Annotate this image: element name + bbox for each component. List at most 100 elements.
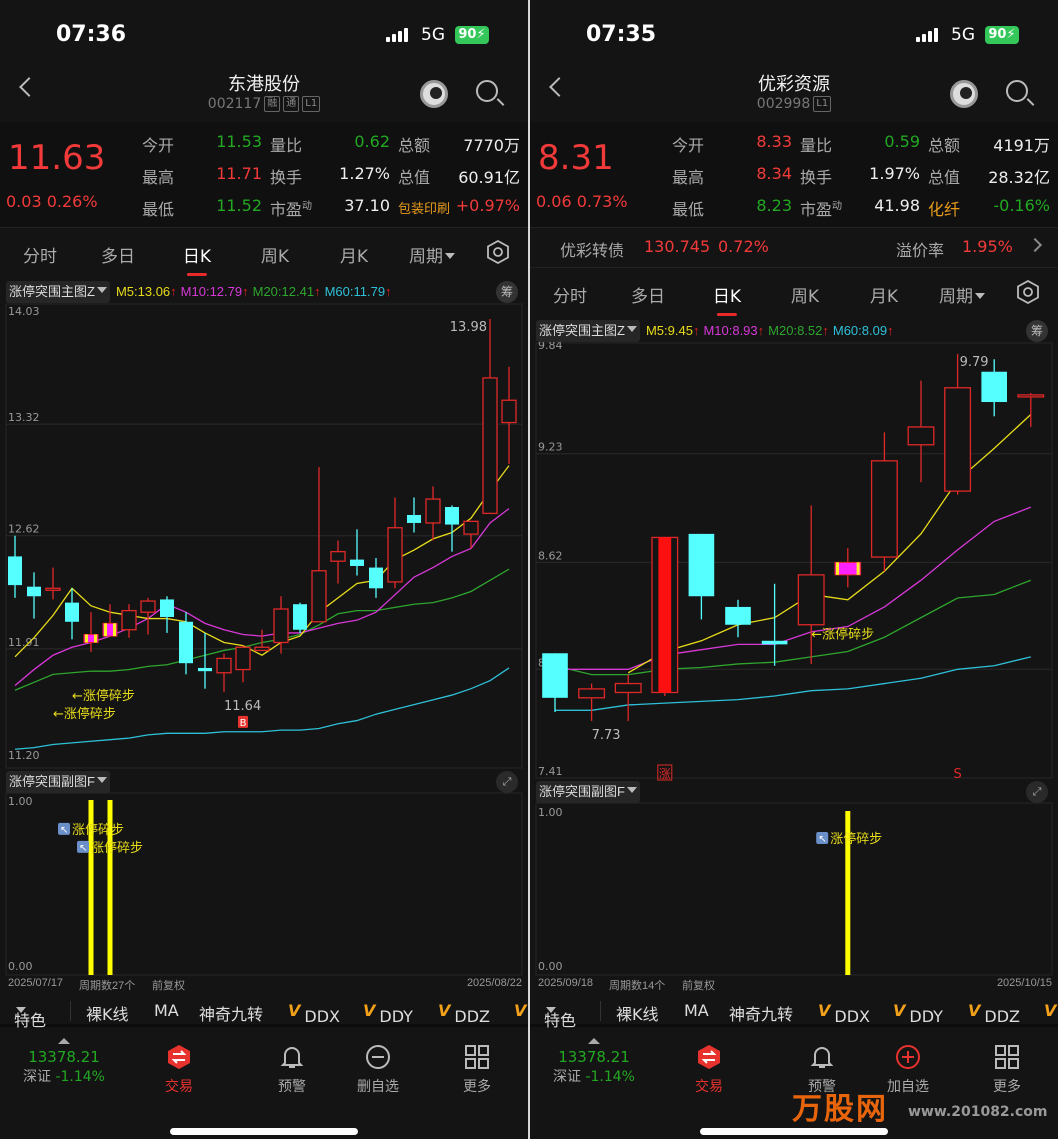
vip-item-label: DDZ [984,1007,1020,1026]
candle[interactable] [501,366,517,464]
candle[interactable] [27,572,41,619]
mascot-icon[interactable] [950,80,978,108]
search-icon[interactable] [1006,80,1028,102]
candle[interactable] [761,583,788,666]
nav-item[interactable]: 加自选 [863,1044,953,1096]
candle[interactable] [330,540,346,584]
candle[interactable] [102,604,118,637]
candle[interactable] [1017,393,1045,427]
candle[interactable] [651,536,679,697]
candle[interactable] [425,486,441,541]
signal-icon [386,28,408,42]
candle[interactable] [797,505,825,664]
candle[interactable] [463,520,479,549]
adjust-mode[interactable]: 前复权 [682,980,715,992]
candle[interactable] [179,612,193,675]
candle[interactable] [407,497,421,533]
candle[interactable] [578,683,606,721]
mascot-icon[interactable] [420,80,448,108]
candle[interactable] [83,612,99,653]
tab-period[interactable]: 周期 [409,242,455,267]
candle[interactable] [542,653,568,713]
tab-period[interactable]: 月K [870,282,898,307]
convertible-bond-row[interactable]: 优彩转债 130.745 0.72% 溢价率 1.95% [530,228,1058,268]
tab-period[interactable]: 月K [340,242,368,267]
tab-period[interactable]: 多日 [631,282,665,307]
candle[interactable] [65,588,79,640]
candle[interactable] [944,353,972,495]
toolbar-vip-item[interactable]: V DDX [288,1001,340,1026]
sub-indicator-select[interactable]: 涨停突围副图F [6,771,110,793]
tab-period[interactable]: 周K [791,282,819,307]
nav-item[interactable]: 删自选 [333,1044,423,1096]
candle[interactable] [273,596,289,654]
chip-button[interactable]: 筹 [1026,320,1048,342]
candle[interactable] [121,604,137,638]
candle[interactable] [445,505,459,552]
candle[interactable] [614,674,642,721]
tab-period[interactable]: 周期 [939,282,985,307]
main-indicator-select[interactable]: 涨停突围主图Z [536,320,640,342]
nav-item[interactable]: 更多 [432,1044,522,1096]
index-ticker[interactable]: 13378.21 深证 -1.14% [549,1038,639,1086]
candle[interactable] [311,467,327,623]
candle[interactable] [216,653,232,692]
candle[interactable] [160,596,174,633]
candle[interactable] [198,632,212,689]
toolbar-vip-item[interactable]: V [514,1001,528,1020]
tab-period[interactable]: 日K [183,242,211,276]
toolbar-vip-item[interactable]: V DDX [818,1001,870,1026]
nav-item[interactable]: 更多 [962,1044,1052,1096]
tab-period[interactable]: 分时 [553,282,587,307]
index-ticker[interactable]: 13378.21 深证 -1.14% [19,1038,109,1086]
nav-item[interactable]: 预警 [247,1044,337,1096]
feature-dropdown[interactable]: 特色 [544,1001,576,1030]
main-indicator-select[interactable]: 涨停突围主图Z [6,281,110,303]
adjust-mode[interactable]: 前复权 [152,980,185,992]
candle[interactable] [293,602,307,633]
candle[interactable] [981,359,1008,417]
toolbar-vip-item[interactable]: V DDY [893,1001,943,1026]
expand-icon[interactable]: ⤢ [1026,781,1048,803]
settings-icon[interactable] [486,240,510,264]
toolbar-vip-item[interactable]: V [1044,1001,1058,1020]
nav-item[interactable]: 交易 [134,1044,224,1096]
tab-period[interactable]: 多日 [101,242,135,267]
toolbar-vip-item[interactable]: V DDZ [438,1001,490,1026]
nav-item[interactable]: 交易 [664,1044,754,1096]
tab-period[interactable]: 周K [261,242,289,267]
home-indicator[interactable] [700,1128,888,1135]
candle[interactable] [482,318,498,515]
search-icon[interactable] [476,80,498,102]
candle[interactable] [725,599,751,638]
toolbar-item[interactable]: 神奇九转 [729,1005,794,1024]
tab-period[interactable]: 分时 [23,242,57,267]
candle[interactable] [8,535,22,598]
tab-period[interactable]: 日K [713,282,741,316]
expand-icon[interactable]: ⤢ [496,771,518,793]
candle[interactable] [870,432,898,572]
candle[interactable] [45,567,61,600]
candle[interactable] [387,497,403,589]
toolbar-item[interactable]: 裸K线 [616,1005,659,1024]
candle[interactable] [834,548,862,588]
candle[interactable] [688,533,715,620]
candle[interactable] [907,380,935,483]
candle[interactable] [369,558,383,598]
feature-dropdown[interactable]: 特色 [14,1001,46,1030]
chip-button[interactable]: 筹 [496,281,518,303]
settings-icon[interactable] [1016,280,1040,304]
toolbar-vip-item[interactable]: V DDY [363,1001,413,1026]
toolbar-item[interactable]: 神奇九转 [199,1005,264,1024]
toolbar-item[interactable]: MA [684,1001,709,1020]
candle[interactable] [140,597,156,635]
candle[interactable] [350,529,364,576]
candle[interactable] [235,645,251,683]
candle[interactable] [254,629,270,652]
nav-item[interactable]: 预警 [777,1044,867,1096]
toolbar-vip-item[interactable]: V DDZ [968,1001,1020,1026]
toolbar-item[interactable]: 裸K线 [86,1005,129,1024]
sub-indicator-select[interactable]: 涨停突围副图F [536,781,640,803]
toolbar-item[interactable]: MA [154,1001,179,1020]
home-indicator[interactable] [170,1128,358,1135]
